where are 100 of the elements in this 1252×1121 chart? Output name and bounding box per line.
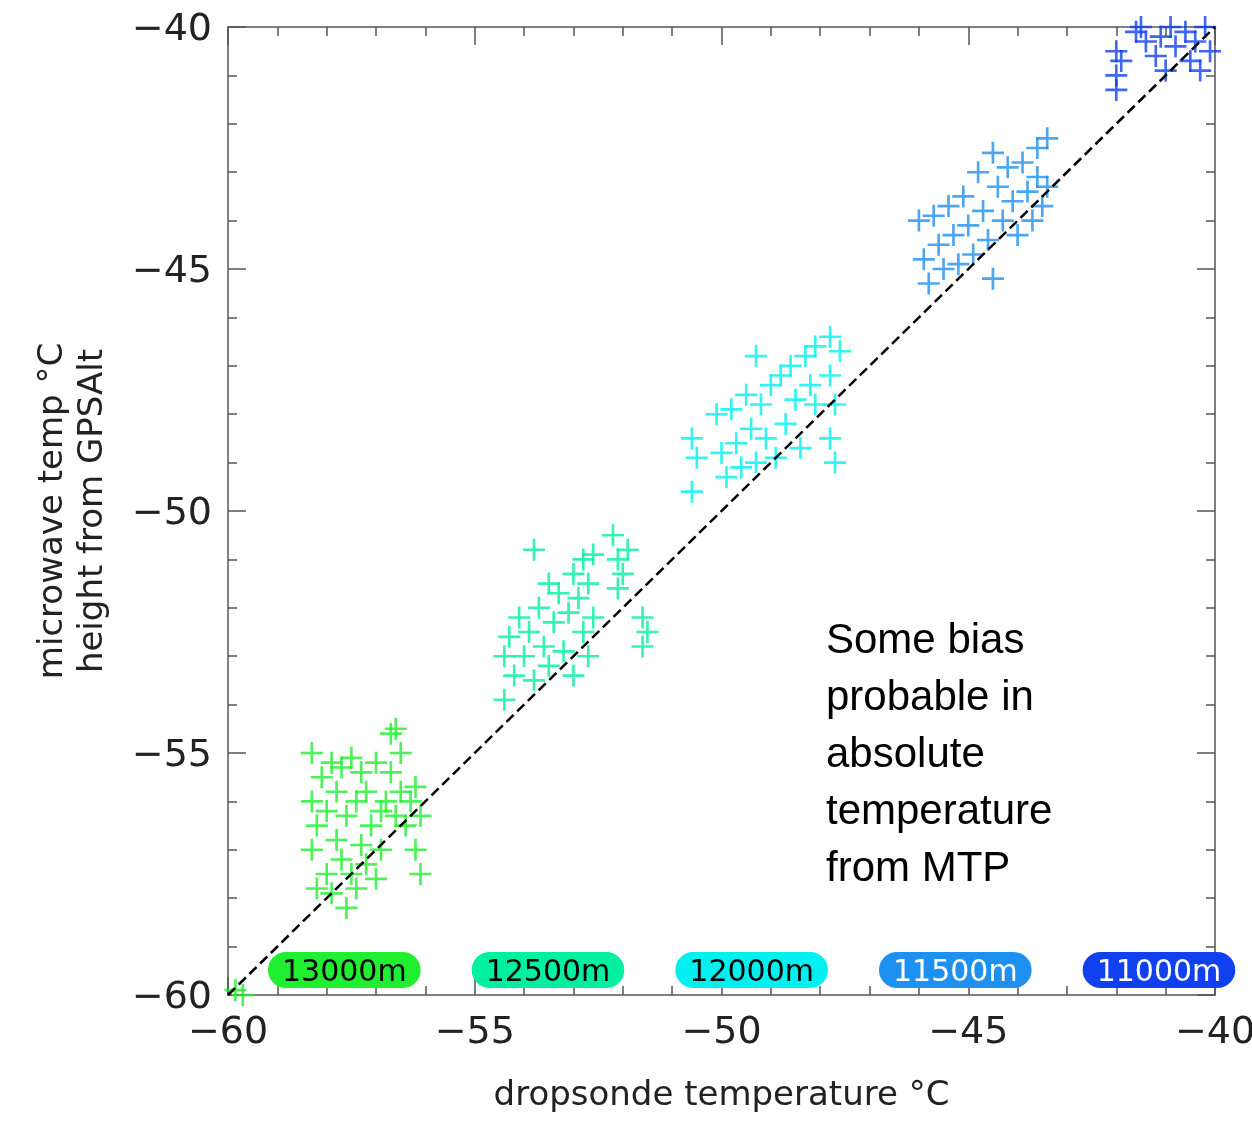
- point: [300, 790, 323, 813]
- point: [636, 621, 659, 643]
- point: [1011, 151, 1034, 174]
- point: [567, 587, 590, 610]
- point: [527, 596, 550, 619]
- point: [1036, 175, 1059, 198]
- point: [606, 577, 629, 600]
- point: [804, 393, 827, 416]
- point: [572, 621, 595, 643]
- point: [300, 838, 323, 861]
- point: [730, 456, 753, 479]
- point: [942, 224, 965, 247]
- point: [325, 780, 348, 803]
- point: [345, 877, 368, 900]
- point: [1006, 224, 1029, 247]
- point: [996, 156, 1019, 179]
- x-tick-label: −45: [928, 1008, 1009, 1052]
- point: [986, 175, 1009, 198]
- point: [922, 204, 945, 227]
- point: [932, 258, 955, 280]
- point: [784, 388, 807, 411]
- point: [310, 766, 333, 789]
- point: [685, 446, 708, 469]
- point: [991, 209, 1014, 232]
- point: [493, 688, 516, 711]
- point: [907, 209, 930, 232]
- text: 11500m: [892, 952, 1018, 988]
- point: [582, 543, 605, 566]
- point: [749, 393, 772, 416]
- point: [611, 562, 634, 585]
- point: [745, 451, 768, 474]
- point: [804, 335, 827, 358]
- point: [789, 437, 812, 460]
- point: [379, 761, 402, 784]
- point: [1154, 59, 1177, 82]
- point: [1164, 35, 1187, 58]
- point: [720, 398, 743, 421]
- point: [715, 466, 738, 489]
- point: [1016, 180, 1039, 203]
- y-tick-label: −55: [131, 731, 212, 775]
- point: [562, 664, 585, 687]
- point: [335, 896, 358, 919]
- point: [513, 645, 536, 668]
- point: [404, 775, 427, 798]
- point: [1189, 59, 1212, 82]
- point: [522, 669, 545, 692]
- point: [799, 374, 822, 397]
- point: [542, 611, 565, 634]
- point: [1199, 40, 1222, 63]
- point: [947, 253, 970, 276]
- x-axis-title: dropsonde temperature °C: [493, 1073, 950, 1113]
- point: [305, 814, 328, 837]
- point: [819, 427, 842, 450]
- point: [917, 272, 940, 295]
- point: [498, 625, 521, 648]
- point: [927, 233, 950, 256]
- point: [824, 451, 847, 474]
- point: [937, 195, 960, 218]
- y-axis-title: microwave temp °C height from GPSAlt: [30, 342, 110, 680]
- point: [631, 606, 654, 629]
- point: [710, 441, 733, 464]
- point: [552, 640, 575, 663]
- point: [582, 606, 605, 629]
- point: [350, 833, 373, 856]
- point: [532, 635, 555, 658]
- point: [231, 984, 254, 1006]
- point: [340, 746, 363, 769]
- point: [355, 780, 378, 803]
- point: [577, 572, 600, 595]
- x-tick-label: −50: [681, 1008, 762, 1052]
- y-tick-label: −45: [131, 247, 212, 291]
- text: 12500m: [485, 952, 611, 988]
- point: [952, 185, 975, 208]
- point: [335, 804, 358, 827]
- point: [522, 538, 545, 561]
- point: [305, 877, 328, 900]
- point: [503, 664, 526, 687]
- x-tick-label: −40: [1174, 1008, 1252, 1052]
- point: [374, 790, 397, 813]
- point: [1159, 16, 1182, 38]
- point: [325, 829, 348, 852]
- point: [680, 427, 703, 450]
- point: [631, 635, 654, 658]
- point: [315, 863, 338, 885]
- point: [957, 214, 980, 237]
- point: [384, 717, 407, 740]
- point: [315, 800, 338, 823]
- point: [399, 790, 422, 813]
- point: [819, 364, 842, 387]
- point: [404, 838, 427, 861]
- point: [1021, 209, 1044, 232]
- point: [1144, 45, 1167, 68]
- point: [330, 848, 353, 871]
- point: [754, 427, 777, 450]
- point: [389, 742, 412, 764]
- point: [320, 882, 343, 905]
- point: [1001, 190, 1024, 213]
- point: [1134, 30, 1157, 53]
- text: 11000m: [1096, 952, 1222, 988]
- point: [562, 562, 585, 585]
